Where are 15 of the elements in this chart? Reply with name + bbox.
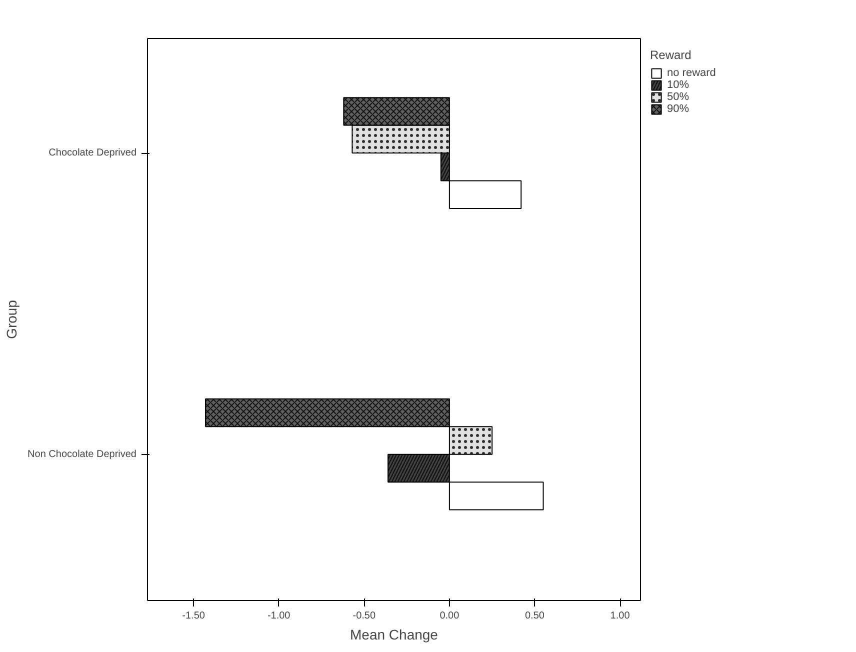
x-tick-label: -0.50	[352, 610, 376, 622]
x-tick-label: 0.00	[440, 610, 460, 622]
x-axis-title: Mean Change	[350, 626, 438, 642]
y-tick-label: Non Chocolate Deprived	[28, 448, 137, 460]
legend-label: 10%	[667, 79, 690, 91]
legend-label: 90%	[667, 103, 690, 115]
legend-title: Reward	[650, 48, 692, 62]
x-tick-label: -1.00	[267, 610, 291, 622]
y-axis-title: Group	[4, 300, 20, 339]
legend-label: 50%	[667, 91, 690, 103]
legend-label: no reward	[667, 67, 716, 79]
x-tick-label: -1.50	[182, 610, 206, 622]
x-tick-label: 1.00	[610, 610, 630, 622]
x-tick-label: 0.50	[525, 610, 545, 622]
y-tick-label: Chocolate Deprived	[48, 148, 136, 159]
